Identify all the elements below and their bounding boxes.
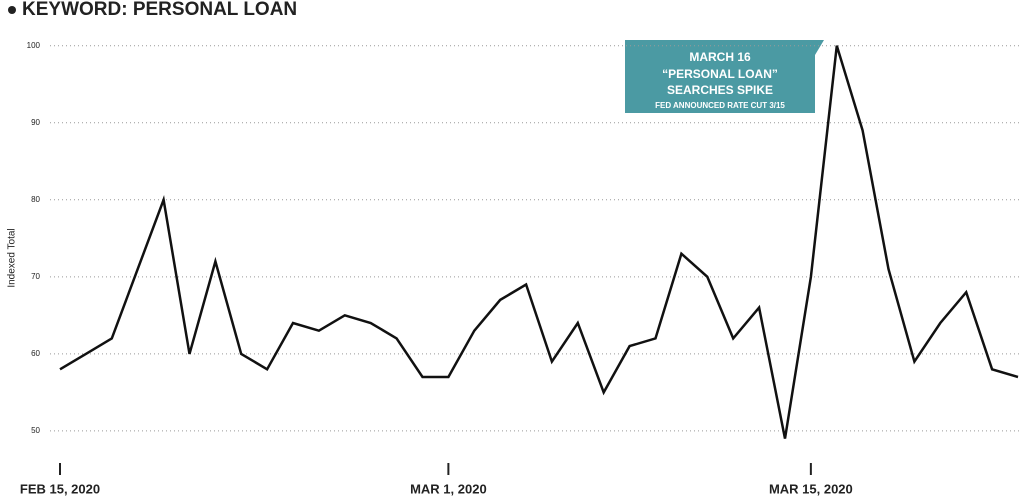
annotation-text: FED ANNOUNCED RATE CUT 3/15 — [655, 101, 785, 110]
line — [59, 45, 1019, 439]
y-tick-label: 70 — [31, 272, 40, 281]
chart-title: KEYWORD: PERSONAL LOAN — [22, 0, 297, 20]
annotation-box — [625, 40, 824, 113]
annotation-text: SEARCHES SPIKE — [667, 83, 773, 97]
y-tick-label: 60 — [31, 349, 40, 358]
x-tick-label: MAR 15, 2020 — [769, 481, 853, 496]
y-tick-label: 50 — [31, 426, 40, 435]
y-axis-label: Indexed Total — [7, 228, 18, 287]
y-tick-label: 100 — [27, 41, 41, 50]
x-tick-label: FEB 15, 2020 — [20, 481, 100, 496]
y-tick-label: 90 — [31, 118, 40, 127]
annotation-text: MARCH 16 — [689, 50, 751, 64]
title-bullet — [8, 6, 16, 14]
y-tick-label: 80 — [31, 195, 40, 204]
annotation-text: “PERSONAL LOAN” — [662, 67, 778, 81]
x-tick-label: MAR 1, 2020 — [410, 481, 487, 496]
annotation: MARCH 16 “PERSONAL LOAN” SEARCHES SPIKE FED… — [625, 40, 824, 113]
